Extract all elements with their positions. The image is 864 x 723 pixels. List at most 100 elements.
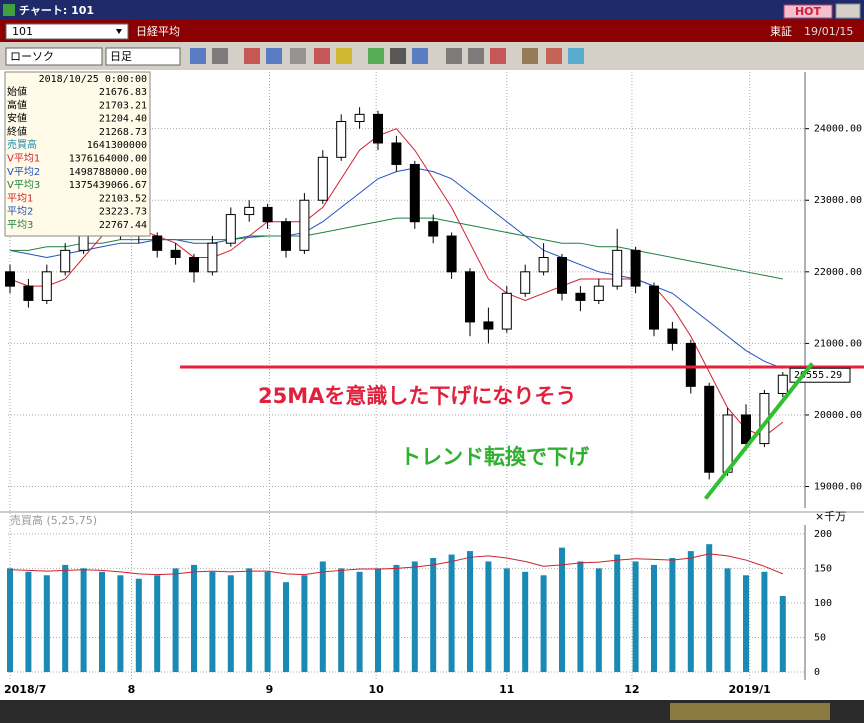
- candle-body: [373, 113, 383, 144]
- candle-body: [575, 292, 586, 301]
- info-label: 始値: [7, 85, 27, 98]
- candle-body: [207, 242, 218, 273]
- volume-bar: [577, 561, 584, 672]
- candle-body: [593, 285, 604, 301]
- candle-body: [428, 221, 439, 237]
- volume-bar: [503, 568, 510, 672]
- candle-body: [704, 385, 715, 473]
- volume-bar: [595, 568, 602, 672]
- volume-bar: [724, 568, 731, 672]
- candle-body: [170, 249, 181, 259]
- close-button[interactable]: [835, 3, 861, 19]
- candle-body: [667, 328, 678, 344]
- candle-body: [649, 285, 659, 330]
- candle-body: [483, 321, 494, 330]
- annotation: トレンド転換で下げ: [400, 445, 590, 469]
- info-value: 21703.21: [99, 100, 147, 111]
- volume-bar: [375, 568, 381, 672]
- scroll-thumb[interactable]: [670, 703, 830, 720]
- hot-badge[interactable]: [783, 4, 833, 19]
- volume-bar: [99, 571, 105, 672]
- toolbar-icon[interactable]: [190, 48, 206, 64]
- toolbar-icon[interactable]: [446, 48, 462, 64]
- period: 日足: [110, 50, 132, 63]
- y-tick-label: 24000.00: [814, 124, 862, 135]
- volume-bar: [411, 561, 418, 672]
- code-input[interactable]: [5, 23, 129, 40]
- info-label: 平均3: [7, 219, 33, 231]
- candle-body: [189, 257, 199, 273]
- info-value: 22767.44: [99, 220, 147, 231]
- x-tick-label: 11: [499, 683, 514, 696]
- info-value: 21676.83: [99, 87, 147, 98]
- volume-bar: [246, 568, 253, 672]
- volume-bar: [669, 558, 676, 672]
- candle-body: [557, 257, 567, 294]
- volume-tick-label: 150: [814, 563, 832, 574]
- candle-body: [5, 271, 15, 287]
- volume-bar: [706, 544, 713, 672]
- toolbar-icon[interactable]: [212, 48, 228, 64]
- toolbar-icon[interactable]: [368, 48, 384, 64]
- toolbar-icon[interactable]: [314, 48, 330, 64]
- volume-bar: [540, 575, 547, 672]
- x-tick-label: 9: [266, 683, 274, 696]
- volume-bar: [393, 564, 400, 672]
- toolbar-icon[interactable]: [290, 48, 306, 64]
- toolbar-icon[interactable]: [244, 48, 260, 64]
- chart-type-select[interactable]: [5, 47, 103, 66]
- volume-bar: [319, 561, 326, 672]
- candle-body: [612, 249, 623, 287]
- x-tick-label: 2019/1: [729, 683, 771, 696]
- candle-body: [520, 271, 531, 294]
- volume-bar: [687, 551, 694, 672]
- candle-body: [391, 142, 402, 165]
- info-value: 22103.52: [99, 193, 147, 204]
- info-box: [4, 71, 151, 237]
- info-value: 21268.73: [99, 127, 147, 138]
- candle-body: [244, 206, 255, 216]
- x-tick-label: 10: [369, 683, 385, 696]
- volume-bar: [614, 554, 621, 672]
- volume-tick-label: 100: [814, 598, 832, 609]
- hot-label: HOT: [795, 5, 822, 18]
- toolbar-icon[interactable]: [390, 48, 406, 64]
- volume-bar: [522, 571, 529, 672]
- candle-body: [60, 249, 71, 273]
- toolbar-icon[interactable]: [522, 48, 538, 64]
- candle-body: [23, 285, 34, 301]
- info-label: 終値: [7, 125, 27, 138]
- candle-body: [777, 374, 788, 394]
- volume-unit: ×千万: [815, 510, 846, 523]
- toolbar-icon[interactable]: [336, 48, 352, 64]
- symbol-bar: [0, 20, 864, 42]
- toolbar-icon[interactable]: [490, 48, 506, 64]
- volume-bar: [743, 575, 749, 672]
- volume-bar: [632, 561, 639, 672]
- volume-moving-average: [9, 553, 783, 576]
- toolbar-icon[interactable]: [468, 48, 484, 64]
- candle-body: [465, 271, 475, 323]
- info-label: 高値: [7, 98, 27, 111]
- volume-bar: [25, 571, 32, 672]
- info-value: 1641300000: [87, 140, 147, 151]
- toolbar-icon[interactable]: [568, 48, 584, 64]
- info-label: 売買高: [7, 138, 37, 151]
- toolbar-icon[interactable]: [412, 48, 428, 64]
- code: 101: [12, 25, 33, 38]
- info-value: 1498788000.00: [69, 167, 147, 178]
- volume-bar: [191, 564, 197, 672]
- volume-bar: [154, 575, 161, 672]
- volume-bar: [779, 596, 786, 672]
- volume-bar: [651, 564, 657, 672]
- info-value: 21204.40: [99, 114, 147, 125]
- toolbar-icon[interactable]: [546, 48, 562, 64]
- info-label: V平均1: [7, 153, 40, 165]
- candle-body: [262, 206, 273, 223]
- y-tick-label: 19000.00: [814, 482, 862, 493]
- toolbar-icon[interactable]: [266, 48, 282, 64]
- info-label: 平均1: [7, 192, 33, 204]
- title-bar: [0, 0, 864, 20]
- period-select[interactable]: [105, 47, 181, 66]
